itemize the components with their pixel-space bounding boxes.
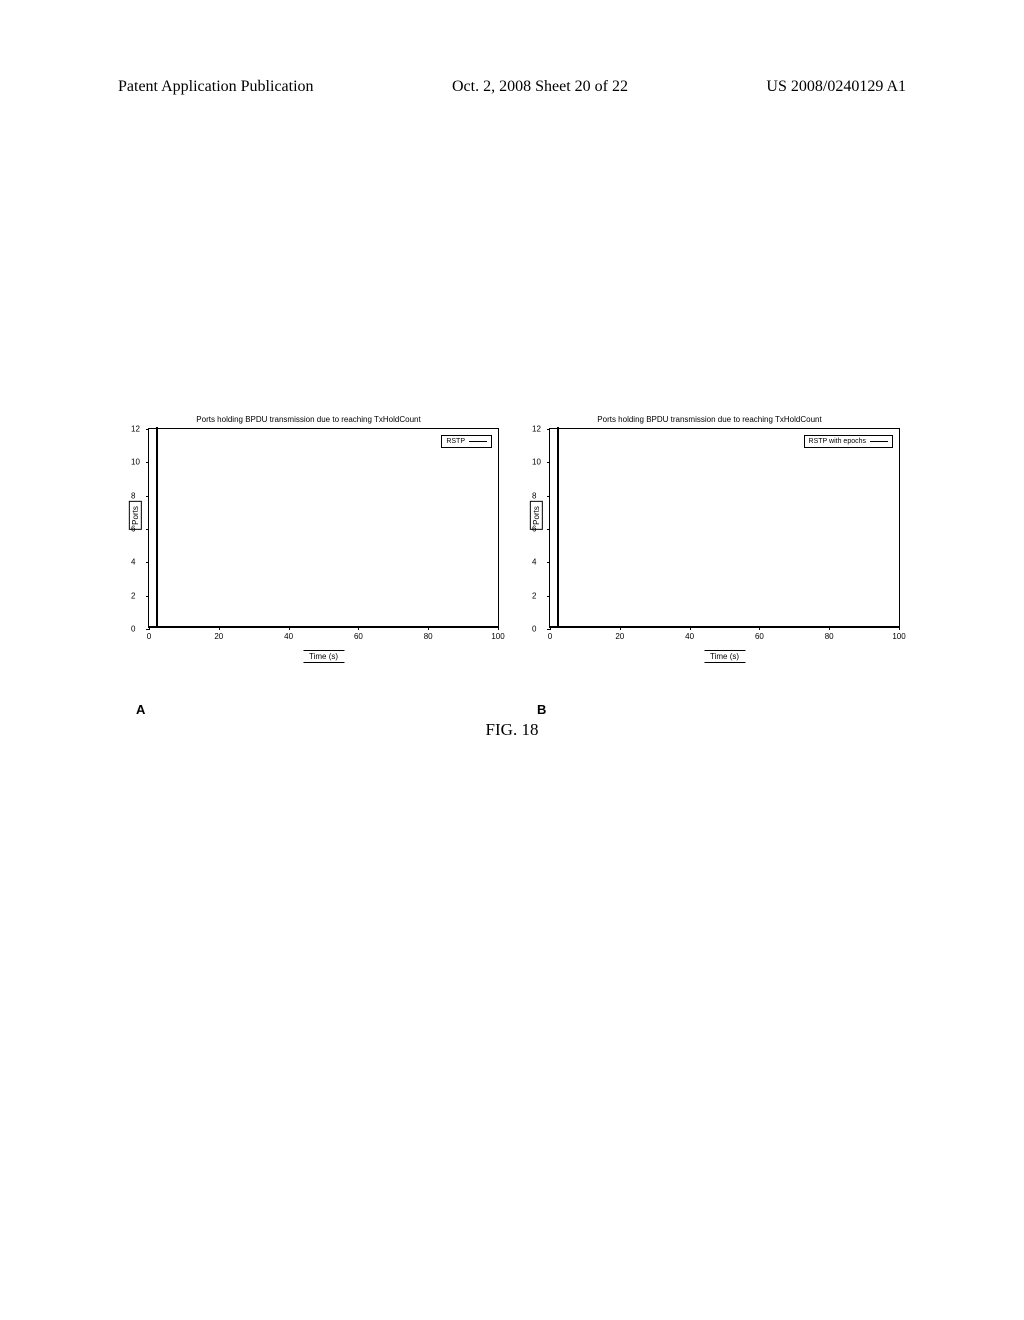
y-tick-label: 2	[131, 591, 135, 600]
chart-a-area: Ports RSTP Time (s) 02468101202040608010…	[148, 428, 499, 628]
chart-a-legend-line	[469, 441, 487, 442]
page-header: Patent Application Publication Oct. 2, 2…	[0, 78, 1024, 96]
x-tick-mark	[829, 627, 830, 630]
chart-a-legend-label: RSTP	[446, 438, 465, 445]
x-tick-label: 100	[491, 632, 504, 641]
y-tick-label: 12	[532, 425, 541, 434]
figure-container: Ports holding BPDU transmission due to r…	[118, 415, 900, 675]
x-tick-label: 60	[755, 632, 764, 641]
y-tick-mark	[547, 562, 550, 563]
x-tick-label: 80	[825, 632, 834, 641]
chart-panel-a: Ports holding BPDU transmission due to r…	[118, 415, 499, 675]
y-tick-label: 6	[532, 525, 536, 534]
y-tick-mark	[146, 496, 149, 497]
x-tick-label: 100	[892, 632, 905, 641]
y-tick-mark	[146, 596, 149, 597]
y-tick-mark	[547, 429, 550, 430]
y-tick-label: 10	[532, 458, 541, 467]
y-tick-mark	[547, 596, 550, 597]
y-tick-label: 8	[131, 491, 135, 500]
y-tick-label: 10	[131, 458, 140, 467]
data-baseline	[550, 626, 899, 627]
x-tick-mark	[149, 627, 150, 630]
y-tick-label: 4	[131, 558, 135, 567]
y-tick-mark	[146, 529, 149, 530]
y-tick-label: 0	[131, 625, 135, 634]
chart-b-legend: RSTP with epochs	[804, 435, 893, 448]
x-tick-mark	[759, 627, 760, 630]
y-tick-label: 12	[131, 425, 140, 434]
chart-b-area: Ports RSTP with epochs Time (s) 02468101…	[549, 428, 900, 628]
chart-a-legend: RSTP	[441, 435, 492, 448]
header-left: Patent Application Publication	[118, 78, 314, 96]
x-tick-label: 20	[214, 632, 223, 641]
header-right: US 2008/0240129 A1	[766, 78, 906, 96]
x-tick-mark	[899, 627, 900, 630]
x-tick-label: 0	[548, 632, 552, 641]
chart-a-panel-label: A	[136, 702, 145, 717]
y-tick-label: 2	[532, 591, 536, 600]
x-tick-mark	[358, 627, 359, 630]
x-tick-label: 40	[685, 632, 694, 641]
chart-b-xlabel: Time (s)	[704, 650, 745, 663]
data-spike	[156, 427, 158, 627]
x-tick-label: 40	[284, 632, 293, 641]
y-tick-mark	[146, 462, 149, 463]
chart-a-xlabel: Time (s)	[303, 650, 344, 663]
figure-caption: FIG. 18	[0, 720, 1024, 740]
x-tick-mark	[428, 627, 429, 630]
y-tick-mark	[146, 562, 149, 563]
header-center: Oct. 2, 2008 Sheet 20 of 22	[452, 78, 628, 96]
x-tick-mark	[219, 627, 220, 630]
x-tick-label: 0	[147, 632, 151, 641]
y-tick-mark	[146, 429, 149, 430]
chart-panel-b: Ports holding BPDU transmission due to r…	[519, 415, 900, 675]
x-tick-mark	[690, 627, 691, 630]
x-tick-label: 60	[354, 632, 363, 641]
x-tick-mark	[620, 627, 621, 630]
x-tick-mark	[550, 627, 551, 630]
y-tick-label: 0	[532, 625, 536, 634]
x-tick-label: 80	[424, 632, 433, 641]
y-tick-label: 6	[131, 525, 135, 534]
chart-b-legend-label: RSTP with epochs	[809, 438, 866, 445]
data-spike	[557, 427, 559, 627]
y-tick-label: 4	[532, 558, 536, 567]
chart-b-title: Ports holding BPDU transmission due to r…	[519, 415, 900, 424]
x-tick-label: 20	[615, 632, 624, 641]
y-tick-mark	[547, 496, 550, 497]
data-baseline	[149, 626, 498, 627]
x-tick-mark	[289, 627, 290, 630]
y-tick-mark	[547, 529, 550, 530]
chart-b-legend-line	[870, 441, 888, 442]
x-tick-mark	[498, 627, 499, 630]
chart-a-title: Ports holding BPDU transmission due to r…	[118, 415, 499, 424]
y-tick-mark	[547, 462, 550, 463]
chart-b-panel-label: B	[537, 702, 546, 717]
y-tick-label: 8	[532, 491, 536, 500]
